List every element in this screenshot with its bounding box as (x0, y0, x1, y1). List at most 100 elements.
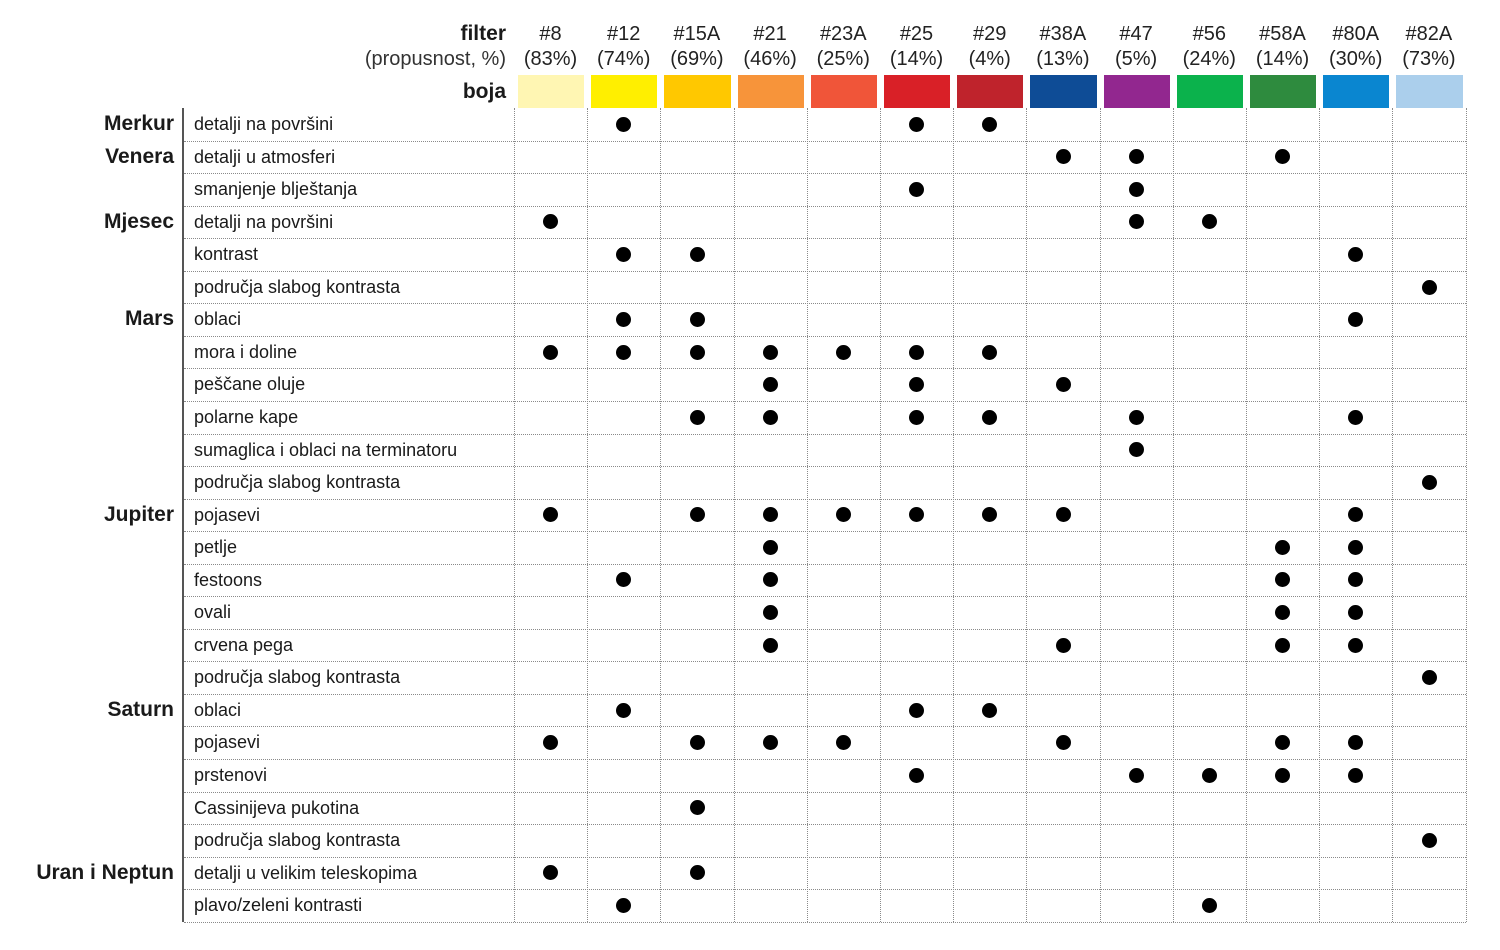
row-gridline (184, 628, 1466, 630)
usage-dot (762, 507, 778, 523)
usage-dot (1055, 149, 1071, 165)
filter-name: #38A (1039, 23, 1087, 45)
row-feature-label: detalji u atmosferi (194, 146, 336, 167)
filter-name: #58A (1259, 23, 1306, 45)
row-gridline (184, 335, 1466, 337)
filter-transmission: (5%) (1114, 48, 1158, 70)
filter-color-swatch (957, 75, 1024, 108)
filter-color-swatch (1250, 75, 1317, 108)
row-feature-label: plavo/zeleni kontrasti (194, 895, 363, 916)
column-gridline (1172, 108, 1174, 922)
row-gridline (184, 661, 1466, 663)
usage-dot (689, 246, 705, 262)
usage-dot (689, 312, 705, 328)
usage-dot (762, 605, 778, 621)
filter-color-swatch (1030, 75, 1097, 108)
usage-dot (1128, 181, 1144, 197)
usage-dot (982, 702, 998, 718)
usage-dot (1055, 735, 1071, 751)
filter-color-swatch (884, 75, 951, 108)
row-feature-label: mora i doline (194, 341, 298, 362)
usage-dot (543, 735, 559, 751)
filter-color-swatch (1396, 75, 1463, 108)
filter-color-swatch (1323, 75, 1390, 108)
filter-name: #29 (973, 23, 1007, 45)
planet-label: Mjesec (103, 209, 174, 233)
filter-name: #80A (1332, 23, 1380, 45)
column-gridline (1099, 108, 1101, 922)
filter-name: #82A (1405, 23, 1453, 45)
usage-dot (982, 507, 998, 523)
usage-dot (616, 246, 632, 262)
usage-dot (1275, 767, 1291, 783)
usage-dot (1055, 637, 1071, 653)
row-feature-label: detalji na površini (194, 211, 334, 232)
usage-dot (762, 637, 778, 653)
row-gridline (184, 889, 1466, 891)
column-gridline (587, 108, 589, 922)
row-feature-label: područja slabog kontrasta (194, 830, 401, 851)
usage-dot (689, 344, 705, 360)
row-gridline (184, 726, 1466, 728)
usage-dot (762, 735, 778, 751)
usage-dot (689, 507, 705, 523)
usage-dot (835, 735, 851, 751)
filter-color-swatch (737, 75, 804, 108)
row-feature-label: polarne kape (194, 406, 299, 427)
usage-dot (1201, 897, 1217, 913)
planet-separator-line (182, 108, 184, 922)
usage-dot (1128, 767, 1144, 783)
filter-name: #25 (899, 23, 934, 45)
usage-dot (689, 409, 705, 425)
usage-dot (1348, 246, 1364, 262)
usage-dot (909, 702, 925, 718)
usage-dot (543, 507, 559, 523)
filter-transmission: (46%) (743, 48, 797, 70)
usage-dot (762, 344, 778, 360)
usage-dot (1128, 214, 1144, 230)
row-feature-label: područja slabog kontrasta (194, 276, 401, 297)
usage-dot (1348, 637, 1364, 653)
filter-name: #56 (1192, 23, 1226, 45)
row-feature-label: detalji na površini (194, 114, 334, 134)
row-gridline (184, 205, 1466, 207)
planet-label: Merkur (103, 112, 174, 135)
row-feature-label: kontrast (194, 244, 259, 265)
usage-dot (1275, 637, 1291, 653)
filter-transmission: (14%) (889, 48, 944, 70)
row-gridline (184, 466, 1466, 468)
planet-label: Venera (105, 144, 174, 168)
filter-color-swatch (1176, 75, 1243, 108)
filter-color-swatch (518, 75, 585, 108)
row-gridline (184, 596, 1466, 598)
row-feature-label: prstenovi (194, 765, 268, 785)
row-gridline (184, 531, 1466, 533)
usage-dot (1421, 832, 1437, 848)
row-feature-label: detalji u velikim teleskopima (194, 862, 418, 883)
filter-color-swatch (591, 75, 658, 108)
usage-dot (543, 344, 559, 360)
column-gridline (514, 108, 515, 922)
usage-dot (1201, 214, 1217, 230)
row-feature-label: smanjenje blještanja (194, 179, 358, 200)
row-feature-label: petlje (194, 537, 238, 558)
column-gridline (660, 108, 662, 922)
row-gridline (184, 693, 1466, 695)
column-gridline (1026, 108, 1028, 922)
usage-dot (762, 572, 778, 588)
filter-color-swatch (1103, 75, 1170, 108)
usage-dot (909, 116, 925, 132)
usage-dot (616, 116, 632, 132)
usage-dot (1348, 605, 1364, 621)
usage-dot (543, 865, 559, 881)
usage-dot (1055, 377, 1071, 393)
column-gridline (806, 108, 808, 922)
usage-dot (982, 344, 998, 360)
filter-name: #8 (539, 23, 562, 45)
usage-dot (1275, 149, 1291, 165)
filter-header-label: filter (460, 22, 506, 45)
usage-dot (909, 767, 925, 783)
usage-dot (1421, 474, 1437, 490)
usage-dot (543, 214, 559, 230)
usage-dot (1348, 312, 1364, 328)
